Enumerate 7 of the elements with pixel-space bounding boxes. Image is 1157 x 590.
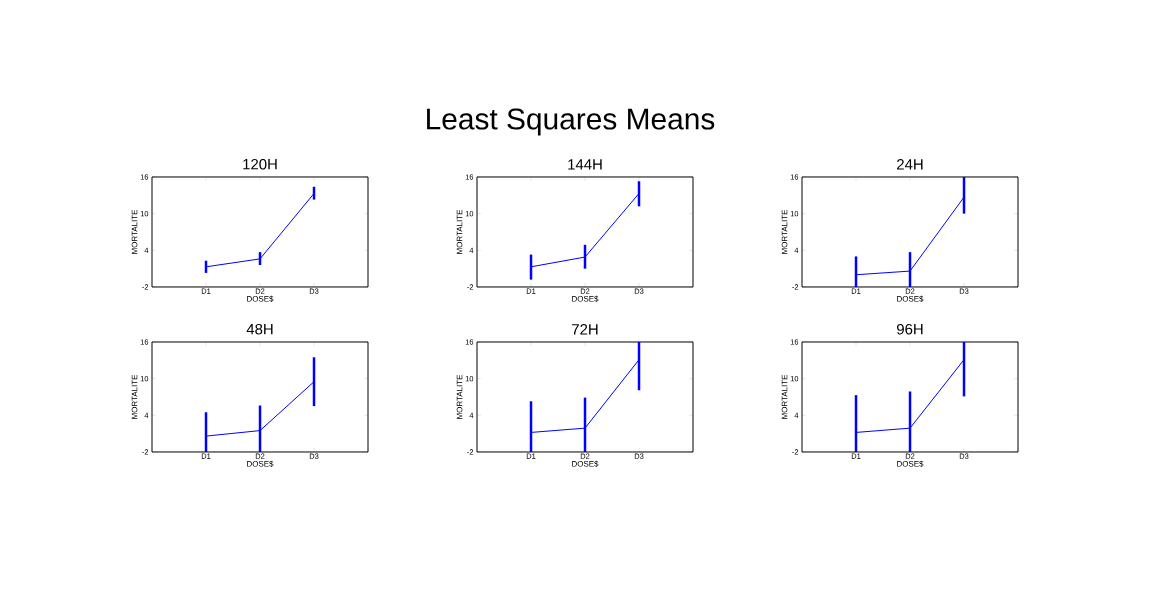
chart-title: 120H [243, 158, 277, 170]
chart-title: 96H [897, 323, 923, 335]
chart-title: 24H [897, 159, 923, 170]
text: Least Squares Means [427, 108, 715, 136]
chart-title: 144H [568, 159, 602, 170]
chart-title: 48H [246, 323, 273, 335]
chart-title: 72H [572, 324, 598, 335]
